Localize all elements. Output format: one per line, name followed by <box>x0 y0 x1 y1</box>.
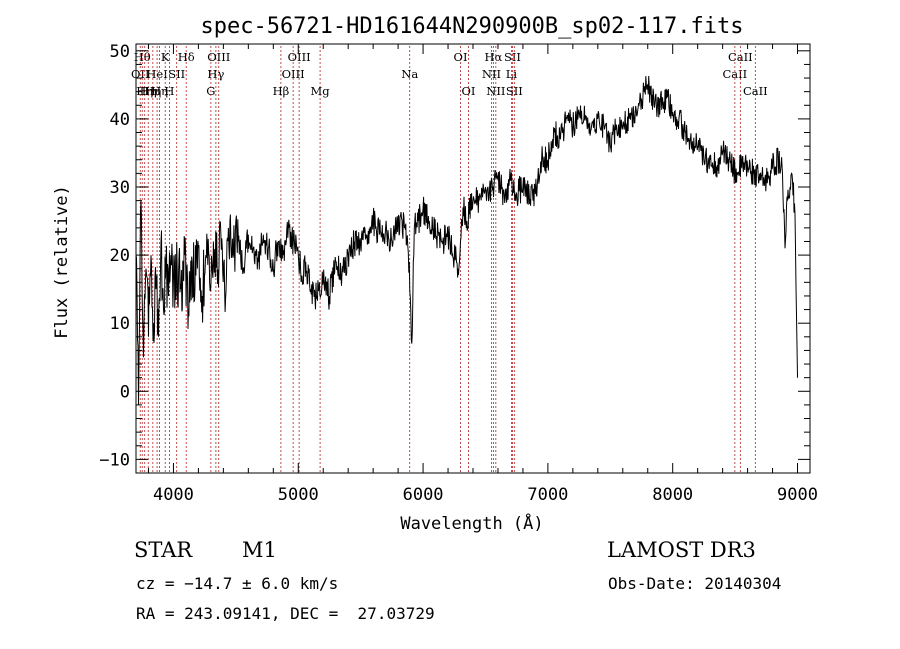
line-marker-label: CaII <box>728 50 753 64</box>
line-marker-label: OI <box>454 50 468 64</box>
y-tick-label: 40 <box>110 110 130 130</box>
y-tick-label: 30 <box>110 178 130 198</box>
line-marker-label: Hδ <box>178 50 195 64</box>
y-tick-label: 50 <box>110 42 130 62</box>
plot-frame <box>135 43 811 474</box>
series-layer <box>135 75 798 405</box>
line-marker-label: Li <box>506 67 518 81</box>
line-marker-label: CaII <box>722 67 747 81</box>
survey-name: LAMOST DR3 <box>607 538 756 562</box>
line-marker-label: OIII <box>207 50 230 64</box>
x-tick-label: 4000 <box>153 485 194 505</box>
line-marker-label: CaII <box>743 84 768 98</box>
line-marker-label: NII <box>486 84 505 98</box>
x-tick-label: 6000 <box>403 485 444 505</box>
object-subclass: M1 <box>242 538 277 562</box>
x-tick-label: 8000 <box>652 485 693 505</box>
axis-ticks: 4000 5000 6000 7000 8000 9000 −10 0 10 20 30 40 50 <box>99 42 818 505</box>
line-marker-label: Hη <box>151 84 168 98</box>
line-marker-label: SII <box>506 84 523 98</box>
line-marker-label: OIII <box>282 67 305 81</box>
chart-title: spec-56721-HD161644N290900B_sp02-117.fit… <box>200 14 743 39</box>
line-marker-label: K <box>161 50 170 64</box>
line-marker-label: Hα <box>484 50 502 64</box>
line-marker-label: G <box>206 84 215 98</box>
line-marker-label: OI <box>462 84 476 98</box>
object-class: STAR <box>134 538 193 562</box>
observation-date: Obs-Date: 20140304 <box>608 574 782 593</box>
line-marker-label: NII <box>482 67 501 81</box>
line-marker-label: Hγ <box>207 67 224 81</box>
x-tick-label: 7000 <box>527 485 568 505</box>
line-marker-label: SII <box>168 67 185 81</box>
x-tick-label: 5000 <box>278 485 319 505</box>
line-marker-label: SII <box>504 50 521 64</box>
y-tick-label: 10 <box>110 314 130 334</box>
line-marker-label: OIII <box>288 50 311 64</box>
x-tick-label: 9000 <box>777 485 818 505</box>
redshift-value: cz = −14.7 ± 6.0 km/s <box>136 574 339 593</box>
y-tick-label: −10 <box>99 450 130 470</box>
line-marker-label: Hβ <box>273 84 290 98</box>
series-line <box>135 75 798 405</box>
line-marker-label: HeI <box>146 67 167 81</box>
y-tick-label: 0 <box>120 382 130 402</box>
line-marker-label: Hη <box>136 84 153 98</box>
line-marker-label: Mg <box>311 84 331 98</box>
y-tick-label: 20 <box>110 246 130 266</box>
line-marker-label: Na <box>401 67 418 81</box>
x-axis-label: Wavelength (Å) <box>400 512 543 534</box>
line-marker-label: Hθ <box>134 50 151 64</box>
line-marker-label: H <box>164 84 174 98</box>
y-axis-label: Flux (relative) <box>52 185 72 339</box>
coordinates: RA = 243.09141, DEC = 27.03729 <box>136 604 435 623</box>
